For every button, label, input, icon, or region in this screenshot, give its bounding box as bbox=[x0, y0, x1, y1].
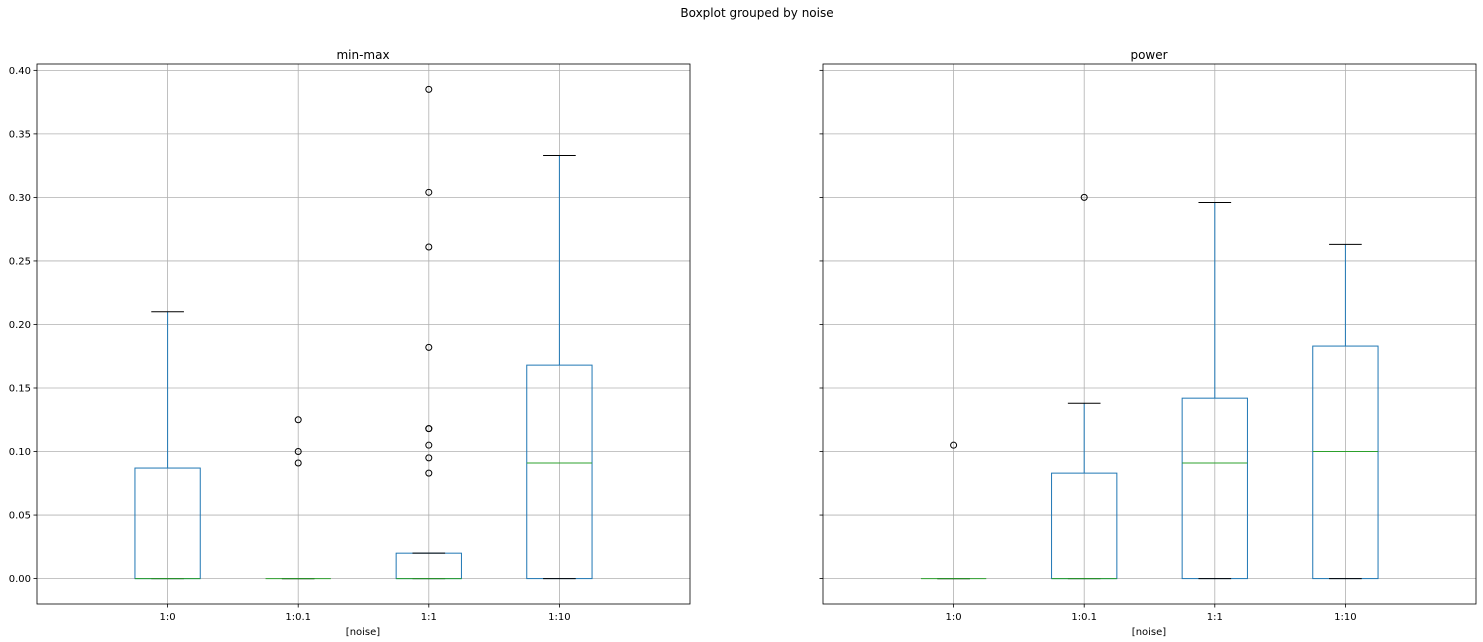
y-tick-label: 0.05 bbox=[9, 511, 31, 522]
plot-frame bbox=[822, 63, 1477, 605]
boxes bbox=[134, 85, 593, 580]
y-tick-label: 0.20 bbox=[9, 320, 31, 331]
box-1:10 bbox=[1312, 243, 1379, 580]
x-tick-label: 1:1 bbox=[1207, 612, 1223, 623]
outlier-point bbox=[294, 416, 302, 424]
box-1:0 bbox=[920, 441, 987, 580]
axes-frame bbox=[36, 63, 691, 605]
y-ticks: 0.00 0.05 0.10 0.15 0.20 0.25 0.30 0.35 0.40 bbox=[9, 66, 37, 585]
figure-suptitle: Boxplot grouped by noise bbox=[680, 6, 833, 20]
x-ticks: 1:0 1:0.1 1:1 1:10 bbox=[946, 604, 1357, 623]
outlier-point bbox=[425, 454, 433, 462]
x-ticks: 1:0 1:0.1 1:1 1:10 bbox=[160, 604, 571, 623]
outlier-point bbox=[425, 343, 433, 351]
box-1:0.1 bbox=[265, 416, 331, 580]
box-1:0 bbox=[134, 311, 201, 580]
outlier-point bbox=[425, 469, 433, 477]
x-tick-label: 1:0 bbox=[946, 612, 962, 623]
x-tick-label: 1:10 bbox=[548, 612, 570, 623]
box-1:10 bbox=[526, 154, 593, 580]
outlier-point bbox=[294, 459, 302, 467]
y-tick-label: 0.10 bbox=[9, 447, 31, 458]
outlier-point bbox=[1080, 193, 1088, 201]
x-axis-label-min-max: [noise] bbox=[346, 627, 380, 638]
outlier-point bbox=[425, 441, 433, 449]
x-tick-label: 1:0.1 bbox=[285, 612, 311, 623]
y-tick-label: 0.25 bbox=[9, 256, 31, 267]
y-tick-label: 0.40 bbox=[9, 66, 31, 77]
y-ticks bbox=[819, 69, 823, 579]
x-tick-label: 1:1 bbox=[421, 612, 437, 623]
x-axis-label-power: [noise] bbox=[1132, 627, 1166, 638]
panel-power: power 1:0 1:0.1 1:1 1:10 [noise] bbox=[819, 48, 1477, 638]
y-tick-label: 0.15 bbox=[9, 384, 31, 395]
box-1:0.1 bbox=[1051, 193, 1118, 580]
y-tick-label: 0.30 bbox=[9, 193, 31, 204]
plot-frame bbox=[36, 63, 691, 605]
x-tick-label: 1:0 bbox=[160, 612, 176, 623]
outlier-point bbox=[294, 448, 302, 456]
axes-frame bbox=[822, 63, 1477, 605]
x-tick-label: 1:0.1 bbox=[1071, 612, 1097, 623]
outlier-point bbox=[425, 85, 433, 93]
panel-title-power: power bbox=[1130, 48, 1167, 62]
panel-min-max: min-max 0.00 0.05 0.10 0.15 0.20 0.25 0.30 0.35… bbox=[9, 48, 691, 638]
outlier-point bbox=[425, 188, 433, 196]
panel-title-min-max: min-max bbox=[336, 48, 389, 62]
boxes bbox=[920, 193, 1379, 580]
y-tick-label: 0.00 bbox=[9, 574, 31, 585]
outlier-point bbox=[950, 441, 958, 449]
box-1:1 bbox=[1181, 201, 1248, 580]
x-tick-label: 1:10 bbox=[1334, 612, 1356, 623]
outlier-point bbox=[425, 243, 433, 251]
y-tick-label: 0.35 bbox=[9, 129, 31, 140]
box-1:1 bbox=[395, 85, 462, 580]
outlier-point bbox=[425, 425, 433, 433]
